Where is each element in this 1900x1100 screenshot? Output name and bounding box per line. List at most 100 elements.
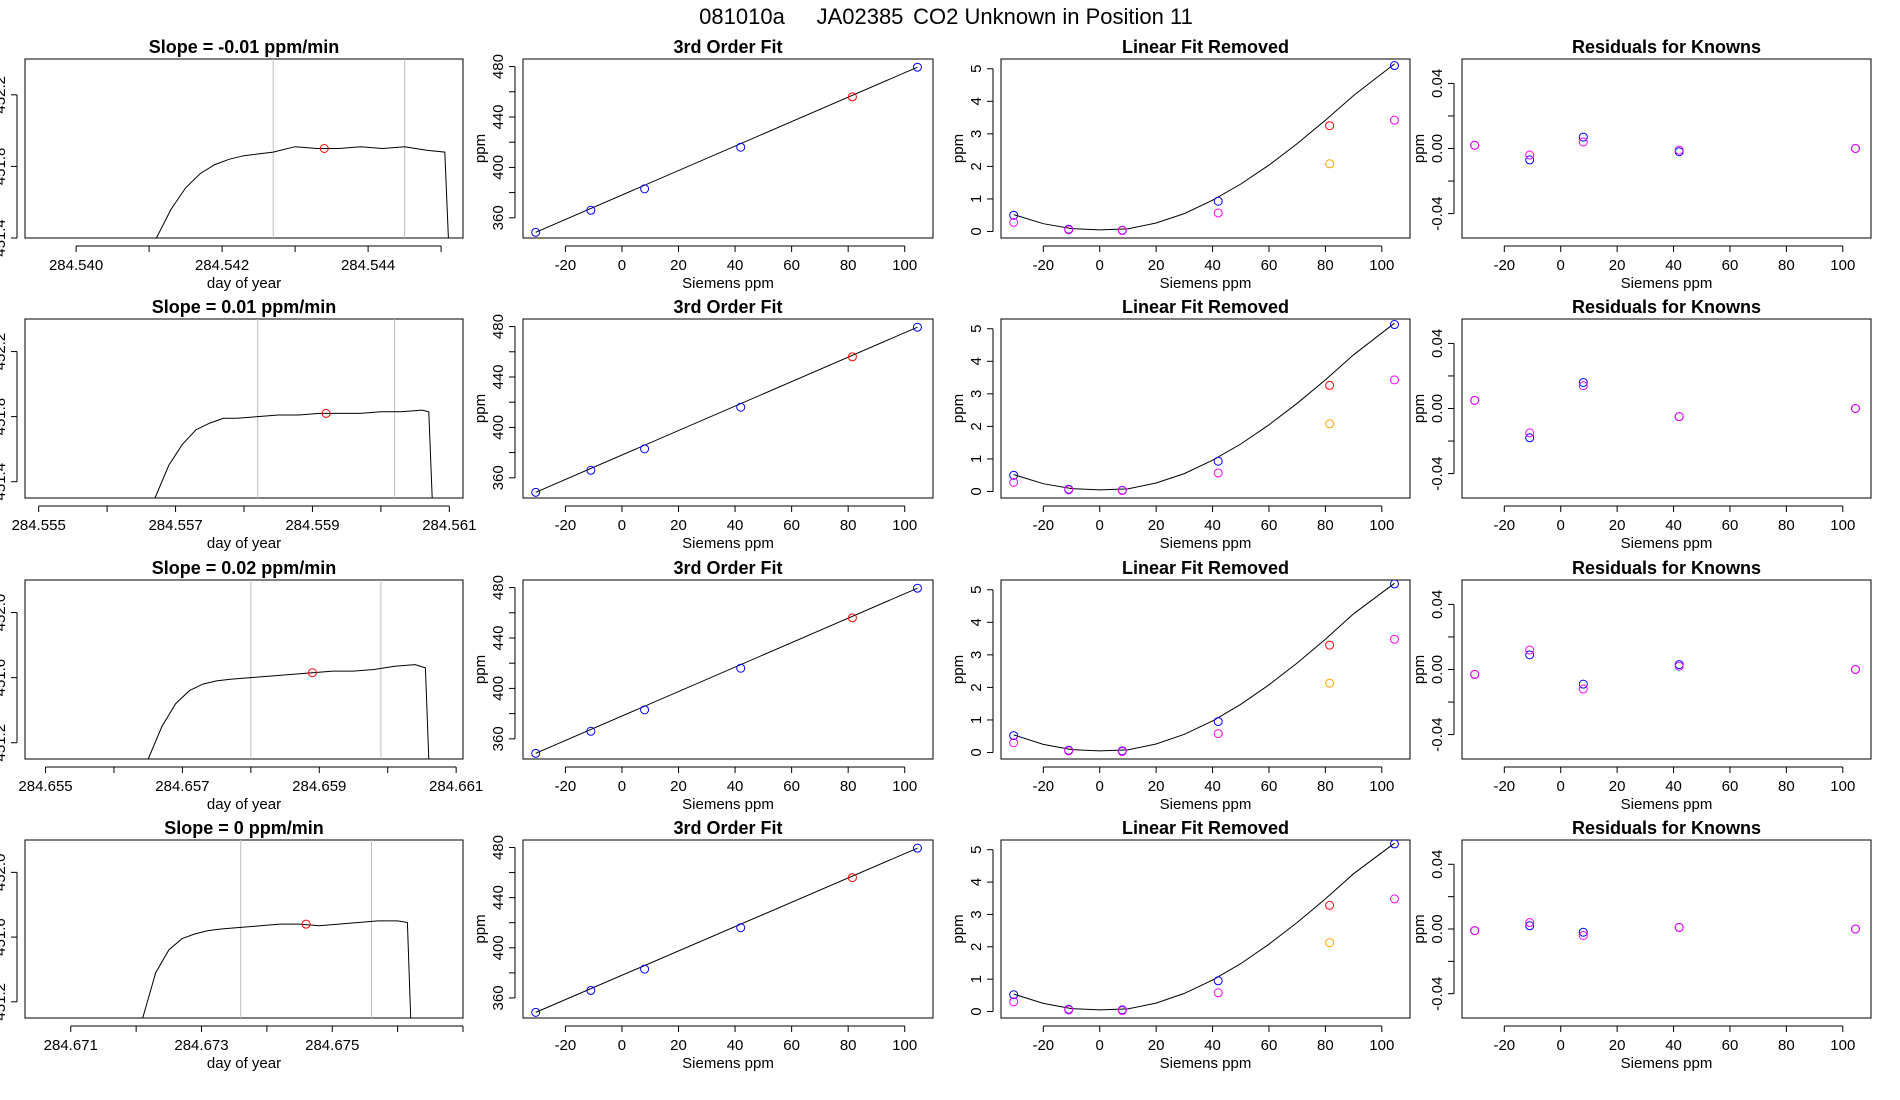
panel-title: Linear Fit Removed: [1122, 37, 1289, 57]
plot-area: [154, 319, 433, 498]
data-point-known: [736, 663, 746, 673]
y-axis-label: ppm: [1411, 914, 1428, 943]
y-tick-label: 400: [490, 935, 507, 960]
y-tick-label: 360: [490, 465, 507, 490]
x-tick-label: 20: [1609, 517, 1626, 534]
x-tick-label: 80: [840, 778, 857, 795]
x-tick-label: 40: [1204, 517, 1221, 534]
data-point-known: [912, 62, 922, 72]
panel-title: Residuals for Knowns: [1572, 818, 1761, 838]
panel-title: 3rd Order Fit: [673, 37, 782, 57]
plot-area: [1009, 580, 1399, 757]
plot-frame: [1461, 579, 1872, 760]
data-point-secondary: [1009, 738, 1019, 748]
panel-r1-c1: 3rd Order Fit -20 0 20 40 60 80 100 Siemens ppm 3…: [472, 297, 934, 552]
x-tick-label: -20: [1032, 1037, 1054, 1054]
plot-frame: [1461, 318, 1872, 499]
data-point-secondary: [1578, 684, 1588, 694]
y-tick-label: 3: [968, 130, 985, 138]
data-point-secondary: [1850, 665, 1860, 674]
plot-area: [142, 840, 412, 1018]
x-tick-label: 0: [1557, 1037, 1565, 1054]
y-tick-label: 440: [490, 625, 507, 650]
data-point-known: [1009, 990, 1019, 1000]
x-axis-label: Siemens ppm: [682, 1055, 774, 1072]
data-point-secondary: [1117, 747, 1127, 757]
x-tick-label: -20: [1493, 257, 1515, 274]
x-tick-label: 40: [727, 778, 744, 795]
plot-frame: [522, 579, 934, 760]
unknown-marker: [301, 919, 311, 929]
unknown-marker: [307, 668, 317, 678]
y-tick-label: 3: [968, 390, 985, 398]
x-tick-label: 60: [783, 1037, 800, 1054]
x-tick-label: 284.655: [18, 778, 72, 795]
fit-line: [535, 847, 918, 1013]
y-tick-label: 360: [490, 985, 507, 1010]
y-axis-label: ppm: [950, 914, 967, 943]
x-tick-label: 0: [618, 1037, 626, 1054]
data-point-secondary: [1470, 926, 1480, 936]
panel-title: Residuals for Knowns: [1572, 297, 1761, 317]
data-point-known: [912, 583, 922, 593]
unknown-marker: [321, 408, 331, 418]
plot-frame: [1000, 58, 1411, 239]
x-tick-label: 0: [1096, 778, 1104, 795]
x-tick-label: 100: [1369, 517, 1394, 534]
data-point-secondary: [1525, 428, 1535, 438]
y-tick-label: 4: [968, 618, 985, 626]
plot-area: [531, 322, 922, 497]
plot-frame: [24, 839, 464, 1019]
data-point-secondary: [1117, 486, 1127, 496]
x-tick-label: 20: [1609, 257, 1626, 274]
data-point-unknown: [847, 613, 857, 623]
data-point-known: [1578, 927, 1588, 937]
data-point-secondary: [1525, 150, 1535, 160]
y-tick-label: -0.04: [1429, 977, 1446, 1011]
x-tick-label: 80: [840, 517, 857, 534]
y-tick-label: 452.0: [0, 854, 9, 892]
y-tick-label: 0.04: [1429, 69, 1446, 98]
x-tick-label: 60: [783, 778, 800, 795]
x-tick-label: 40: [1665, 778, 1682, 795]
x-tick-label: 284.561: [422, 517, 476, 534]
x-tick-label: 100: [1830, 517, 1855, 534]
y-axis-label: ppm: [472, 394, 489, 423]
data-point-known: [1213, 196, 1223, 206]
data-point-known: [1389, 320, 1399, 330]
data-point-known: [1525, 433, 1535, 443]
data-point-known: [1009, 731, 1019, 741]
x-tick-label: 20: [1148, 778, 1165, 795]
y-tick-label: 5: [968, 846, 985, 854]
data-point-known: [1578, 132, 1588, 142]
panel-r2-c1: 3rd Order Fit -20 0 20 40 60 80 100 Siemens ppm 3…: [472, 558, 934, 813]
x-axis-label: day of year: [207, 275, 281, 292]
data-point-secondary: [1525, 645, 1535, 655]
x-axis-label: Siemens ppm: [682, 535, 774, 552]
panel-r2-c2: Linear Fit Removed-20 0 20 40 60 80 100Siemens…: [950, 558, 1411, 813]
x-tick-label: 80: [1778, 778, 1795, 795]
x-axis-label: Siemens ppm: [1621, 796, 1713, 813]
x-axis-label: Siemens ppm: [1621, 535, 1713, 552]
plot-frame: [1000, 318, 1411, 499]
x-axis-label: day of year: [207, 796, 281, 813]
y-tick-label: 360: [490, 205, 507, 230]
data-point-known: [1213, 717, 1223, 727]
x-axis-label: Siemens ppm: [1160, 275, 1252, 292]
data-point-known: [531, 748, 541, 758]
x-tick-label: 100: [1369, 1037, 1394, 1054]
y-tick-label: 440: [490, 104, 507, 129]
y-tick-label: 1: [968, 195, 985, 203]
data-point-secondary: [1578, 381, 1588, 391]
data-point-secondary: [1213, 208, 1223, 218]
y-tick-label: 5: [968, 586, 985, 594]
x-tick-label: 100: [892, 1037, 917, 1054]
data-point-known: [640, 705, 650, 715]
y-axis-label: ppm: [472, 655, 489, 684]
data-point-known: [1213, 456, 1223, 466]
y-tick-label: 0.00: [1429, 134, 1446, 163]
x-tick-label: 0: [1096, 517, 1104, 534]
panel-r3-c0: Slope = 0 ppm/min 284.671 284.673 284.675 da…: [0, 818, 464, 1072]
data-point-known: [1213, 976, 1223, 986]
plot-area: [1470, 645, 1860, 694]
